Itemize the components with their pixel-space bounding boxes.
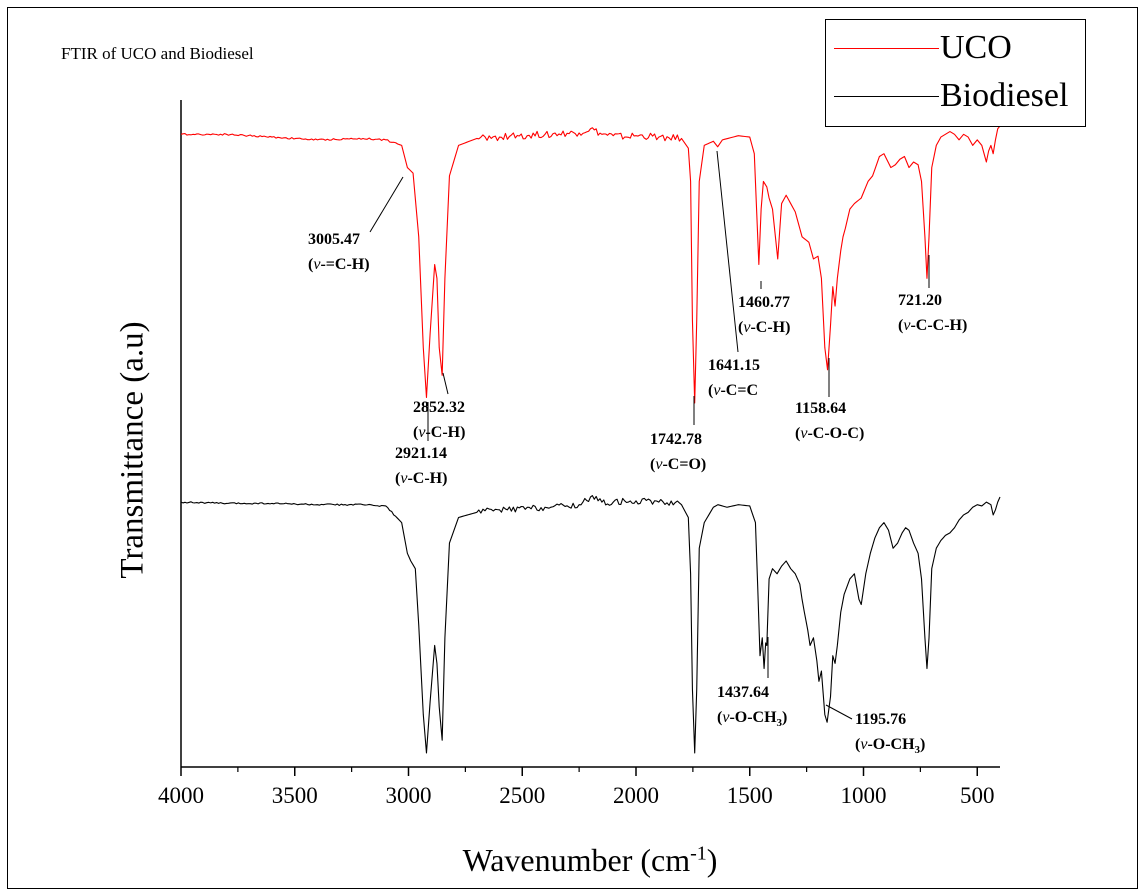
x-tick-label-4000: 4000 xyxy=(158,783,204,808)
annotation-leader-line xyxy=(442,372,449,395)
peak-annotation-1158-64: 1158.64 (v-C-O-C) xyxy=(795,358,864,442)
annotation-leader-line xyxy=(825,704,853,720)
chart-title: FTIR of UCO and Biodiesel xyxy=(61,44,254,63)
series-line-biodiesel xyxy=(180,495,1001,754)
annotation-wavenumber: 721.20 xyxy=(898,292,942,309)
annotation-leader-line xyxy=(716,150,739,353)
annotation-wavenumber: 1437.64 xyxy=(717,684,769,701)
peak-annotation-3005-47: 3005.47 (v-=C-H) xyxy=(308,176,404,273)
legend-swatch-uco xyxy=(834,48,939,49)
peak-annotation-2921-14: 2921.14 (v-C-H) xyxy=(395,402,447,487)
legend-item-biodiesel: Biodiesel xyxy=(826,72,1085,122)
legend-label-biodiesel: Biodiesel xyxy=(940,77,1069,114)
annotation-mode: (v-C-H) xyxy=(395,470,447,487)
annotation-leader-line xyxy=(369,176,404,233)
annotation-wavenumber: 2921.14 xyxy=(395,445,447,462)
series-layer xyxy=(180,125,1001,754)
series-line-uco xyxy=(180,125,1001,404)
peak-annotation-1742-78: 1742.78 (v-C=O) xyxy=(650,396,706,473)
annotation-mode: (v-O-CH3) xyxy=(855,736,925,756)
x-tick-label-2500: 2500 xyxy=(499,783,545,808)
legend: UCO Biodiesel xyxy=(825,19,1086,127)
x-tick-label-1500: 1500 xyxy=(727,783,773,808)
x-axis-label-sup: -1 xyxy=(690,842,707,865)
peak-annotation-1195-76: 1195.76 (v-O-CH3) xyxy=(825,704,925,756)
annotation-mode: (v-C-H) xyxy=(738,319,790,336)
annotation-wavenumber: 1641.15 xyxy=(708,357,760,374)
annotation-wavenumber: 1195.76 xyxy=(855,711,906,728)
figure-frame xyxy=(7,7,1138,889)
annotation-mode: (v-O-CH3) xyxy=(717,709,787,729)
axes: 4000 3500 3000 2500 2000 1500 1000 500 xyxy=(158,100,1000,808)
x-axis-label-end: ) xyxy=(706,842,718,878)
annotation-wavenumber: 2852.32 xyxy=(413,399,465,416)
annotation-mode: (v-C-C-H) xyxy=(898,317,967,334)
x-tick-label-3000: 3000 xyxy=(386,783,432,808)
peak-annotation-1437-64: 1437.64 (v-O-CH3) xyxy=(717,637,787,729)
annotation-wavenumber: 1460.77 xyxy=(738,294,790,311)
x-tick-label-1000: 1000 xyxy=(841,783,887,808)
y-axis-label: Transmittance (a.u) xyxy=(114,321,151,579)
x-axis-label-text: Wavenumber (cm xyxy=(462,842,691,878)
legend-item-uco: UCO xyxy=(826,24,1085,74)
annotation-mode: (v-C=O) xyxy=(650,456,706,473)
annotation-mode: (v-=C-H) xyxy=(308,256,370,273)
annotation-mode: (v-C-O-C) xyxy=(795,425,864,442)
annotation-mode: (v-C-H) xyxy=(413,424,465,441)
annotation-wavenumber: 1742.78 xyxy=(650,431,702,448)
peak-annotation-721-20: 721.20 (v-C-C-H) xyxy=(898,255,967,334)
annotation-wavenumber: 3005.47 xyxy=(308,231,360,248)
legend-swatch-biodiesel xyxy=(834,96,939,97)
legend-label-uco: UCO xyxy=(940,29,1012,66)
peak-annotation-1641-15: 1641.15 (v-C=C xyxy=(708,150,760,399)
peak-annotation-1460-77: 1460.77 (v-C-H) xyxy=(738,281,790,336)
x-axis-label: Wavenumber (cm-1) xyxy=(463,842,718,879)
x-tick-label-3500: 3500 xyxy=(272,783,318,808)
x-tick-label-2000: 2000 xyxy=(613,783,659,808)
annotation-mode: (v-C=C xyxy=(708,382,758,399)
annotation-layer: 3005.47 (v-=C-H) 2921.14 (v-C-H) 2852.32 (v-C… xyxy=(308,150,967,756)
peak-annotation-2852-32: 2852.32 (v-C-H) xyxy=(413,372,465,441)
x-tick-label-500: 500 xyxy=(960,783,995,808)
annotation-wavenumber: 1158.64 xyxy=(795,400,846,417)
